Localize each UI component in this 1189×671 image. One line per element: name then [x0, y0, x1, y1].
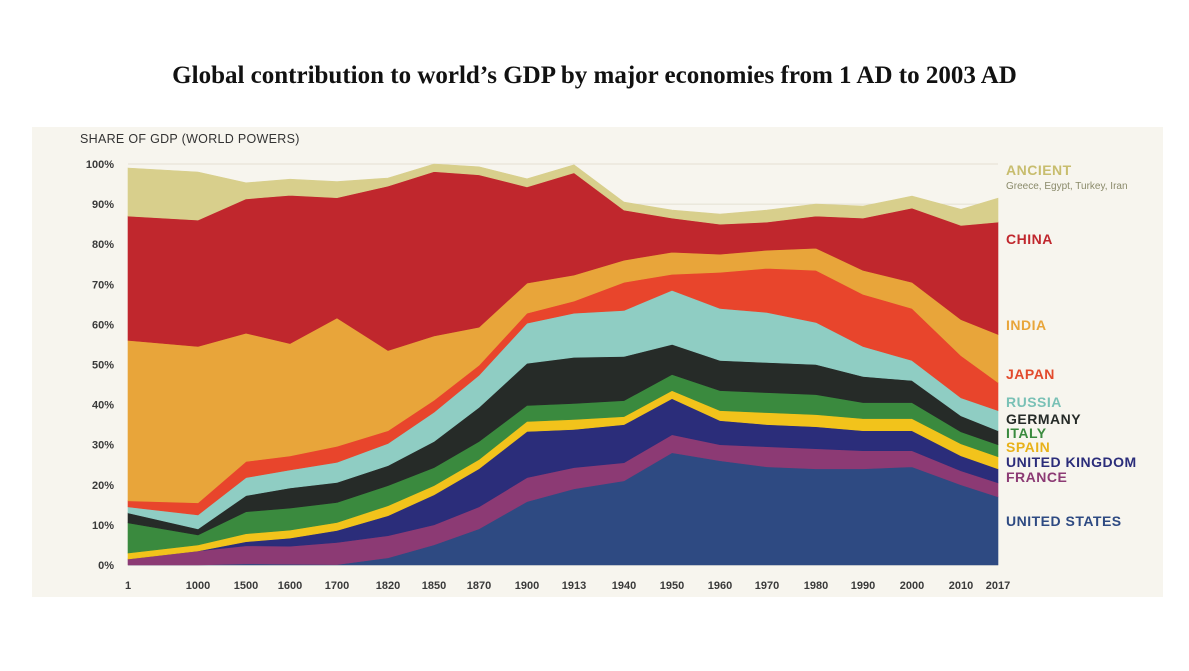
y-tick-label: 80%: [92, 239, 114, 251]
legend-sublabel: Greece, Egypt, Turkey, Iran: [1006, 181, 1128, 192]
y-tick-label: 30%: [92, 440, 114, 452]
x-tick-label: 1700: [325, 580, 349, 592]
legend-label-russia: RUSSIA: [1006, 394, 1062, 410]
stacked-areas: [127, 163, 999, 566]
x-tick-label: 1990: [851, 580, 875, 592]
x-tick-label: 1913: [562, 580, 586, 592]
legend-label-japan: JAPAN: [1006, 366, 1055, 382]
x-tick-label: 1600: [278, 580, 302, 592]
y-tick-label: 90%: [92, 199, 114, 211]
x-tick-label: 1: [125, 580, 131, 592]
y-tick-label: 20%: [92, 480, 114, 492]
legend-label-india: INDIA: [1006, 317, 1047, 333]
y-axis-title: SHARE OF GDP (WORLD POWERS): [80, 132, 300, 146]
y-tick-label: 40%: [92, 400, 114, 412]
legend-label-united-states: UNITED STATES: [1006, 513, 1122, 529]
legend-label-france: FRANCE: [1006, 469, 1067, 485]
x-tick-label: 1850: [422, 580, 446, 592]
x-tick-label: 1940: [612, 580, 636, 592]
y-tick-label: 60%: [92, 319, 114, 331]
chart-panel: 0% 10% 20% 30% 40% 50% 60% 70% 80% 90% 100% 1 1000 1…: [32, 127, 1163, 597]
x-tick-label: 2017: [986, 580, 1010, 592]
y-tick-label: 0%: [98, 560, 114, 572]
legend-label-united-kingdom: UNITED KINGDOM: [1006, 454, 1137, 470]
x-tick-label: 1900: [515, 580, 539, 592]
x-tick-label: 1820: [376, 580, 400, 592]
area-ancient: [127, 163, 999, 226]
legend: ANCIENT Greece, Egypt, Turkey, Iran CHINA I…: [1006, 162, 1137, 529]
y-tick-label: 100%: [86, 159, 114, 171]
x-tick-label: 1960: [708, 580, 732, 592]
legend-label-china: CHINA: [1006, 231, 1053, 247]
y-tick-label: 70%: [92, 279, 114, 291]
legend-label-ancient: ANCIENT: [1006, 162, 1072, 178]
y-tick-label: 10%: [92, 520, 114, 532]
legend-label-spain: SPAIN: [1006, 439, 1050, 455]
page-title: Global contribution to world’s GDP by ma…: [172, 62, 1017, 89]
x-tick-label: 2010: [949, 580, 973, 592]
gdp-share-area-chart: 0%10%20%30%40%50%60%70%80%90%100% 1 1000 1…: [80, 132, 1137, 592]
x-tick-label: 1000: [186, 580, 210, 592]
y-tick-label: 50%: [92, 360, 114, 372]
x-tick-label: 1970: [755, 580, 779, 592]
legend-label-italy: ITALY: [1006, 425, 1047, 441]
x-tick-label: 1500: [234, 580, 258, 592]
x-axis-ticks: 1 1000 1500 1600 1700 1820 1850 1870 1900 1913 194…: [125, 580, 1010, 592]
x-tick-label: 1980: [804, 580, 828, 592]
x-tick-label: 2000: [900, 580, 924, 592]
y-axis-ticks: 0% 10% 20% 30% 40% 50% 60% 70% 80% 90% 100%: [86, 159, 114, 572]
x-tick-label: 1950: [660, 580, 684, 592]
legend-label-germany: GERMANY: [1006, 411, 1081, 427]
x-tick-label: 1870: [467, 580, 491, 592]
